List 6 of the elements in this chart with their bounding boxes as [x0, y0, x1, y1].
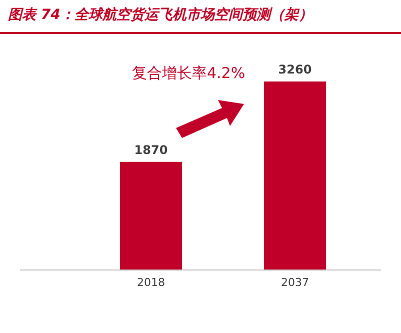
x-tick-label: 2018	[137, 276, 165, 289]
annotation: 复合增长率4.2%	[132, 64, 246, 83]
chart-title: 图表 74：全球航空货运飞机市场空间预测（架）	[8, 6, 312, 24]
data-label: 1870	[134, 142, 168, 157]
data-label: 3260	[278, 62, 312, 76]
x-tick-label: 2037	[281, 276, 309, 289]
